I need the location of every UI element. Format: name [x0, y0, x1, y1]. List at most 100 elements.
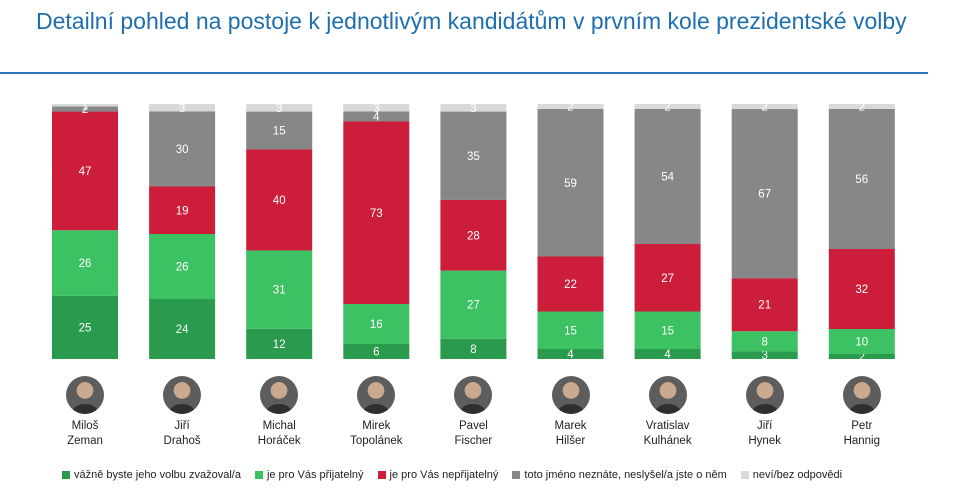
data-label: 19: [176, 205, 189, 217]
data-label: 28: [467, 230, 480, 242]
data-label: 3: [470, 103, 476, 115]
bar-segment: [634, 244, 701, 312]
candidate-label: Petr Hannig: [817, 376, 907, 449]
data-label: 2: [567, 102, 573, 114]
data-label: 16: [370, 319, 383, 331]
data-label: 22: [564, 279, 577, 291]
candidate-last-name: Horáček: [257, 435, 301, 447]
candidate-photo: [260, 376, 299, 414]
candidate-last-name: Topolánek: [350, 435, 403, 447]
tick-label: Mirek Topolánek: [331, 419, 421, 449]
candidate-photo: [842, 376, 881, 414]
data-label: 73: [370, 208, 383, 220]
bar-segment: [343, 121, 410, 304]
data-label: 3: [179, 103, 185, 115]
bar-segment: [246, 328, 313, 359]
bar-segment: [440, 338, 507, 359]
tick-label: Michal Horáček: [234, 419, 324, 449]
legend-swatch: [740, 471, 749, 479]
legend-label: je pro Vás přijatelný: [266, 469, 364, 481]
bar-segment: [634, 104, 701, 109]
candidate-photo: [745, 376, 784, 414]
data-label: 8: [470, 344, 476, 356]
bar-segment: [828, 104, 895, 109]
data-label: 56: [855, 174, 868, 186]
candidate-photo: [66, 376, 104, 414]
bar-segment: [343, 111, 410, 122]
candidate-photo: [648, 376, 687, 414]
tick-label: Jiří Hynek: [720, 419, 810, 449]
bar-segment: [731, 351, 798, 359]
tick-label: Jiří Drahoš: [137, 419, 227, 449]
data-label: 47: [79, 166, 92, 178]
bar-segment: [52, 106, 118, 112]
candidate-last-name: Hynek: [748, 435, 781, 447]
title-divider: [0, 72, 928, 74]
tick-label: Pavel Fischer: [428, 419, 518, 449]
candidate-first-name: Petr: [851, 420, 873, 432]
candidate-last-name: Hannig: [843, 435, 881, 447]
legend-swatch: [254, 471, 263, 479]
candidate-first-name: Vratislav: [645, 420, 690, 432]
data-label: 2: [664, 102, 670, 114]
data-label: 15: [661, 325, 674, 337]
legend-label: vážně byste jeho volbu zvažoval/a: [74, 469, 241, 481]
data-label: 30: [176, 144, 189, 156]
bar-segment: [343, 104, 410, 112]
bar-segment: [246, 250, 313, 329]
candidate-last-name: Kulhánek: [643, 435, 692, 447]
data-label: 4: [664, 349, 671, 361]
data-label: 2: [859, 102, 865, 114]
data-label: 31: [273, 285, 286, 297]
bar-segment: [440, 111, 507, 200]
legend-label: neví/bez odpovědi: [752, 469, 843, 481]
bar-segment: [440, 270, 507, 339]
bar-segment: [634, 109, 701, 244]
tick-label: Petr Hannig: [817, 419, 907, 449]
candidate-label: Jiří Drahoš: [137, 376, 227, 449]
data-label: 21: [758, 300, 771, 312]
bar-segment: [537, 311, 604, 349]
bar-segment: [343, 344, 410, 359]
tick-label: Marek Hilšer: [526, 419, 616, 449]
data-label: 10: [855, 337, 868, 349]
data-label: 35: [467, 151, 480, 163]
bar-segment: [731, 109, 798, 279]
candidate-photo: [357, 376, 396, 414]
candidate-label: Vratislav Kulhánek: [623, 376, 713, 449]
candidate-first-name: Michal: [262, 420, 296, 432]
bar-segment: [246, 149, 313, 251]
candidate-label: Mirek Topolánek: [331, 376, 421, 449]
data-label: 8: [761, 336, 767, 348]
chart-legend: vážně byste jeho volbu zvažoval/a je pro …: [62, 469, 942, 481]
data-label: 4: [567, 349, 574, 361]
legend-label: toto jméno neznáte, neslyšel/a jste o ně…: [524, 469, 727, 481]
bar-segment: [440, 104, 507, 112]
legend-item: neví/bez odpovědi: [740, 469, 843, 481]
data-label: 15: [273, 126, 286, 138]
candidate-label: Jiří Hynek: [720, 376, 810, 449]
legend-label: je pro Vás nepřijatelný: [389, 469, 499, 481]
candidate-first-name: Jiří: [757, 420, 773, 432]
bar-segment: [731, 104, 798, 110]
bar-segment: [537, 256, 604, 312]
bar-segment: [828, 354, 895, 359]
bar-segment: [634, 311, 701, 349]
data-label: 26: [79, 258, 92, 270]
data-label: 2: [761, 102, 767, 114]
bar-segment: [731, 331, 798, 352]
bar-segment: [52, 295, 118, 359]
candidate-label: Pavel Fischer: [428, 376, 518, 449]
data-label: 67: [758, 189, 771, 201]
chart-title: Detailní pohled na postoje k jednotlivým…: [36, 8, 907, 34]
data-label: 15: [564, 325, 577, 337]
data-label: 2: [82, 104, 88, 116]
tick-label: Vratislav Kulhánek: [623, 419, 713, 449]
bar-segment: [246, 111, 313, 150]
legend-swatch: [62, 471, 70, 479]
bar-segment: [149, 186, 216, 234]
data-label: 4: [373, 112, 380, 124]
bar-segment: [52, 230, 118, 296]
data-label: 32: [855, 284, 868, 296]
data-label: 24: [176, 324, 189, 336]
